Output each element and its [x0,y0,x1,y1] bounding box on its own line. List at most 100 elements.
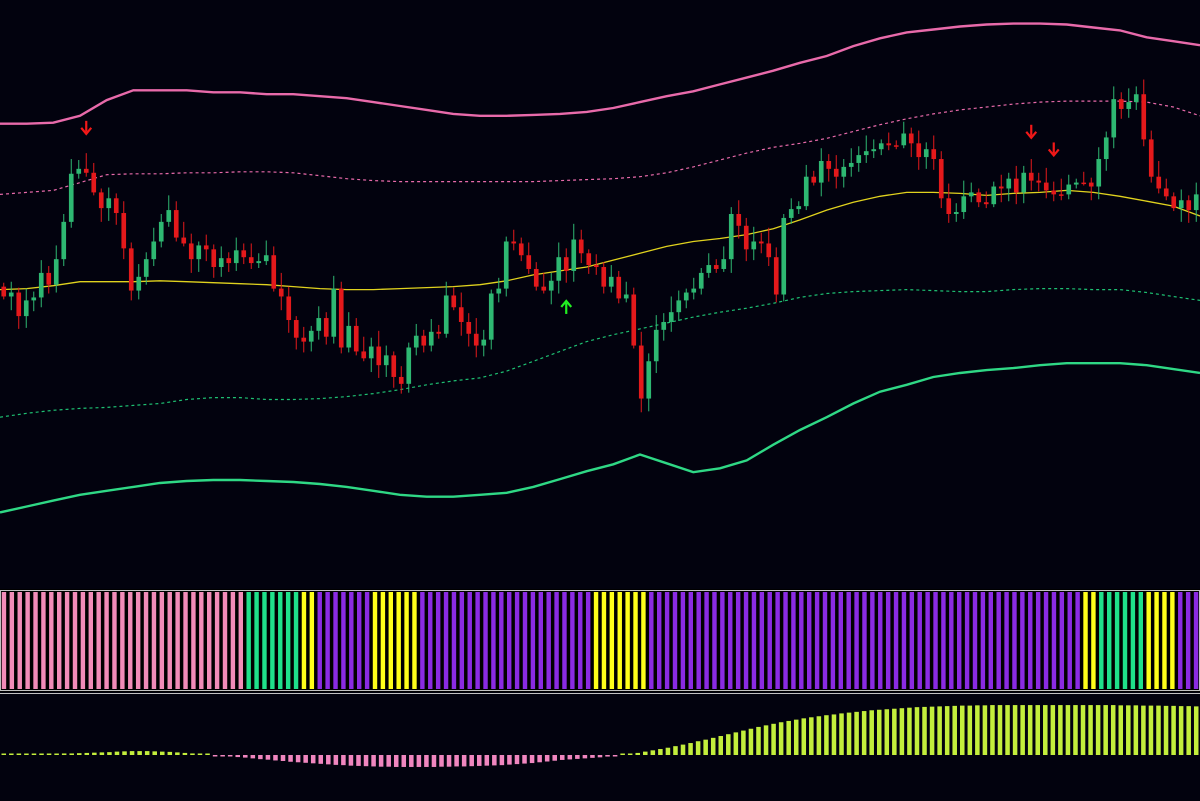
histogram-bar [1020,705,1025,755]
candle-body [173,210,179,238]
candle-body [1163,188,1169,197]
color-bar-stripe [664,592,670,689]
histogram-bar [846,712,852,755]
color-bar-stripe [672,592,678,689]
color-bar-stripe [143,592,149,689]
color-bar-stripe [507,592,512,689]
color-bar-stripe [380,592,386,689]
color-bar-stripe [593,592,599,689]
histogram-bar [1088,705,1093,755]
histogram-bar [560,755,565,760]
histogram-bar [356,755,361,766]
candle-body [151,241,157,260]
candle-body [1043,182,1049,191]
candle-body [938,159,944,199]
histogram-bar [243,755,248,758]
candle-body [848,162,854,167]
candle-body [631,294,637,346]
candle-body [293,320,299,338]
histogram-bar [552,755,557,761]
color-bar-stripe [633,592,638,689]
color-bar-stripe [270,592,275,689]
color-bar-stripe [941,592,946,689]
color-bar-stripe [9,592,15,689]
candle-body [16,292,22,317]
color-bar-stripe [17,592,22,689]
candle-body [106,198,112,209]
histogram-bar [1058,705,1063,755]
candle-body [263,255,269,262]
histogram-bar [182,752,188,755]
histogram-bar [997,705,1003,755]
candle-body [511,241,517,244]
color-bar-stripe [1107,592,1112,689]
histogram-bar [310,755,316,764]
histogram-bar [786,720,791,755]
candle-body [1066,184,1072,195]
candle-body [916,143,922,158]
color-bar-stripe [238,592,243,689]
histogram-bar [250,755,256,759]
candle-body [46,272,52,285]
candle-body [661,321,667,330]
color-bar-stripe [1075,592,1080,689]
candle-body [668,312,674,322]
color-bar-stripe [357,592,362,689]
candle-body [481,339,487,346]
color-bar-stripe [1004,592,1009,689]
histogram-background [0,693,1200,801]
histogram-bar [499,755,505,766]
color-bar-stripe [657,592,662,689]
color-bar-stripe [254,592,259,689]
histogram-bar [537,755,542,763]
histogram-bar [476,755,482,766]
candle-body [1186,200,1192,211]
candle-body [983,202,989,205]
upper-inner-band-line [0,100,1200,195]
candle-body [413,335,419,348]
histogram-bar [975,705,980,755]
candle-body [166,210,172,222]
histogram-bar [341,755,346,766]
color-bar-stripe [230,592,236,689]
histogram-bar [1193,706,1199,755]
color-bar-stripe [1114,592,1120,689]
candle-body [181,237,187,244]
candle-body [436,331,442,334]
color-bar-stripe [609,592,615,689]
histogram-bar [114,751,120,755]
histogram-bar [892,708,897,755]
candle-body [8,292,14,297]
color-bar-stripe [301,592,307,689]
candle-body [616,276,622,299]
color-bar-stripe [1178,592,1183,689]
color-bar-stripe [617,592,622,689]
color-bar-stripe [207,592,212,689]
histogram-bar [190,753,195,755]
color-bar-stripe [522,592,528,689]
color-bar-stripe [349,592,354,689]
histogram-bar [665,747,671,755]
color-bar-stripe [41,592,46,689]
histogram-bar [1,753,7,755]
histogram-bar [160,751,165,755]
color-bar-stripe [159,592,165,689]
candle-body [128,248,134,291]
histogram-bar [288,755,293,762]
candle-body [1141,94,1147,140]
histogram-bar [1148,705,1154,755]
histogram-bar [597,755,603,758]
color-bar-stripe [688,592,693,689]
histogram-bar [605,755,610,757]
histogram-bar [982,705,988,755]
candle-body [653,329,659,362]
candle-body [533,268,539,287]
histogram-bar [839,713,844,755]
histogram-indicator-panel [0,693,1200,801]
histogram-bar [303,755,308,763]
candle-body [316,318,322,331]
histogram-bar [258,755,263,760]
candle-body [1051,190,1057,195]
candle-body [541,286,547,291]
candle-body [1118,99,1124,109]
